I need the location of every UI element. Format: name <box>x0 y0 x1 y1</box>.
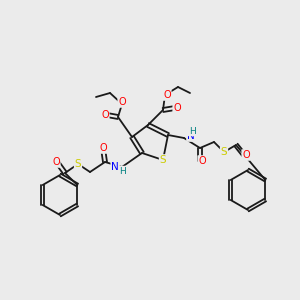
Text: O: O <box>198 156 206 166</box>
Text: O: O <box>173 103 181 113</box>
Text: O: O <box>99 143 107 153</box>
Text: O: O <box>242 150 250 160</box>
Text: O: O <box>163 90 171 100</box>
Text: H: H <box>189 127 195 136</box>
Text: N: N <box>187 131 195 141</box>
Text: H: H <box>120 167 126 176</box>
Text: S: S <box>160 155 166 165</box>
Text: O: O <box>118 97 126 107</box>
Text: N: N <box>111 162 119 172</box>
Text: S: S <box>75 159 81 169</box>
Text: S: S <box>221 147 227 157</box>
Text: O: O <box>52 157 60 167</box>
Text: O: O <box>101 110 109 120</box>
